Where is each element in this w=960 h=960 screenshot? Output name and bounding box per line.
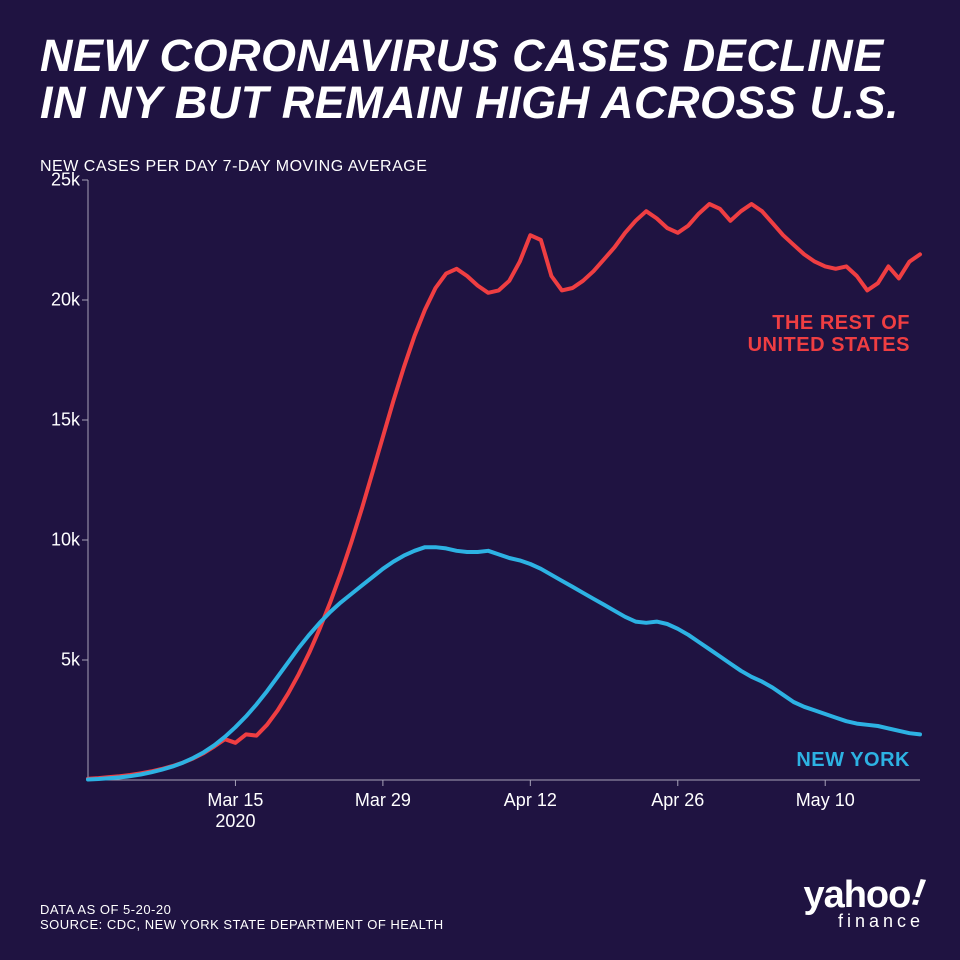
chart-subtitle: NEW CASES PER DAY 7-DAY MOVING AVERAGE (40, 158, 427, 176)
chart-svg (88, 180, 920, 780)
chart-card: NEW CORONAVIRUS CASES DECLINE IN NY BUT … (0, 0, 960, 960)
yahoo-finance-logo: yahoo! finance (803, 874, 924, 932)
y-axis-tick-label: 5k (61, 650, 80, 671)
logo-brand: yahoo (803, 874, 910, 916)
x-axis-tick-label: May 10 (796, 790, 855, 811)
footer-data-as-of: DATA AS OF 5-20-20 (40, 902, 444, 917)
series-line-rest-of-us (88, 204, 920, 779)
title-line-2: IN NY BUT REMAIN HIGH ACROSS U.S. (40, 77, 899, 128)
y-axis-tick-label: 15k (51, 410, 80, 431)
series-label-rest-of-us: THE REST OFUNITED STATES (748, 312, 910, 356)
title-line-1: NEW CORONAVIRUS CASES DECLINE (40, 30, 884, 81)
y-axis-tick-label: 20k (51, 290, 80, 311)
x-axis-tick-label: Mar 29 (355, 790, 411, 811)
x-axis-tick-label: Apr 26 (651, 790, 704, 811)
footer-source: SOURCE: CDC, NEW YORK STATE DEPARTMENT O… (40, 917, 444, 932)
chart-footer: DATA AS OF 5-20-20 SOURCE: CDC, NEW YORK… (40, 902, 444, 932)
chart-title: NEW CORONAVIRUS CASES DECLINE IN NY BUT … (40, 32, 920, 127)
y-axis-tick-label: 25k (51, 170, 80, 191)
series-label-new-york: NEW YORK (796, 749, 910, 771)
x-axis-tick-label: Mar 152020 (207, 790, 263, 832)
y-axis-tick-label: 10k (51, 530, 80, 551)
chart-plot-area: 5k10k15k20k25kMar 152020Mar 29Apr 12Apr … (88, 180, 920, 780)
series-line-new-york (88, 547, 920, 779)
x-axis-tick-year: 2020 (207, 811, 263, 832)
x-axis-tick-label: Apr 12 (504, 790, 557, 811)
logo-bang-icon: ! (909, 871, 927, 915)
